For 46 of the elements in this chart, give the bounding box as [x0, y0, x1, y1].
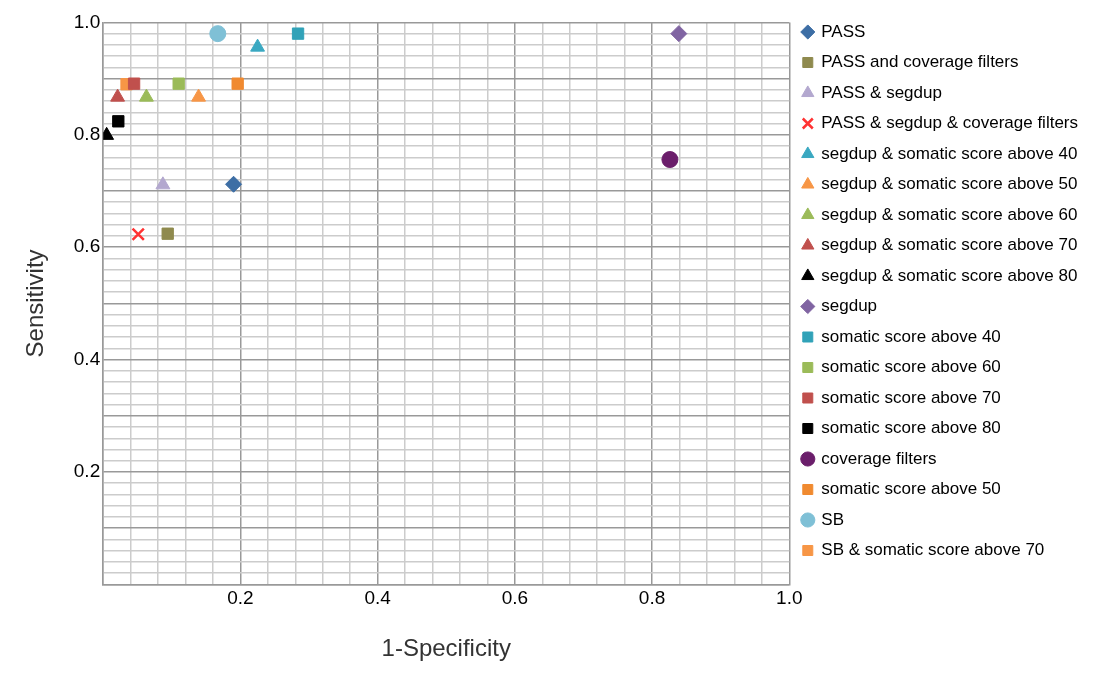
point — [191, 88, 207, 102]
legend-label: segdup & somatic score above 50 — [821, 174, 1078, 194]
legend-label: somatic score above 60 — [821, 357, 1001, 377]
point — [131, 227, 146, 242]
point — [127, 77, 141, 90]
point — [225, 175, 243, 193]
x-tick-label: 0.4 — [364, 587, 392, 609]
y-tick-label: 1.0 — [73, 10, 101, 32]
x-tick-label: 0.2 — [227, 587, 254, 609]
legend-label: segdup & somatic score above 40 — [821, 143, 1078, 163]
x-axis-title: 1-Specificity — [381, 634, 511, 662]
legend-label: somatic score above 80 — [821, 418, 1001, 438]
legend-label: PASS — [821, 21, 866, 41]
legend-label: somatic score above 50 — [821, 479, 1001, 499]
x-tick-label: 0.8 — [638, 587, 666, 609]
legend-label: PASS and coverage filters — [821, 52, 1019, 72]
legend-label: PASS & segdup & coverage filters — [821, 113, 1079, 133]
y-tick-label: 0.8 — [73, 123, 101, 145]
point — [291, 27, 305, 40]
point — [209, 25, 227, 43]
point — [172, 77, 185, 90]
point — [661, 151, 679, 169]
point — [161, 227, 174, 240]
point — [670, 25, 688, 43]
legend-label: segdup & somatic score above 60 — [821, 204, 1078, 224]
x-tick-label: 0.6 — [501, 587, 529, 609]
legend-label: segdup — [821, 296, 878, 316]
legend-label: coverage filters — [821, 448, 937, 468]
point — [231, 77, 244, 90]
x-tick-label: 1.0 — [776, 587, 803, 609]
y-tick-label: 0.2 — [73, 460, 101, 482]
point — [112, 115, 125, 128]
legend-label: somatic score above 70 — [821, 387, 1001, 407]
y-tick-label: 0.6 — [73, 235, 101, 257]
point — [250, 38, 266, 52]
legend-label: segdup & somatic score above 80 — [821, 265, 1078, 285]
point — [155, 176, 171, 190]
legend-label: segdup & somatic score above 70 — [821, 235, 1078, 255]
y-tick-label: 0.4 — [73, 347, 101, 369]
legend-label: somatic score above 40 — [821, 326, 1001, 346]
y-axis-title: Sensitivity — [21, 249, 49, 358]
point — [110, 88, 126, 102]
legend-label: PASS & segdup — [821, 82, 942, 102]
point — [139, 88, 154, 102]
legend-label: SB — [821, 509, 844, 529]
legend-label: SB & somatic score above 70 — [821, 540, 1045, 560]
